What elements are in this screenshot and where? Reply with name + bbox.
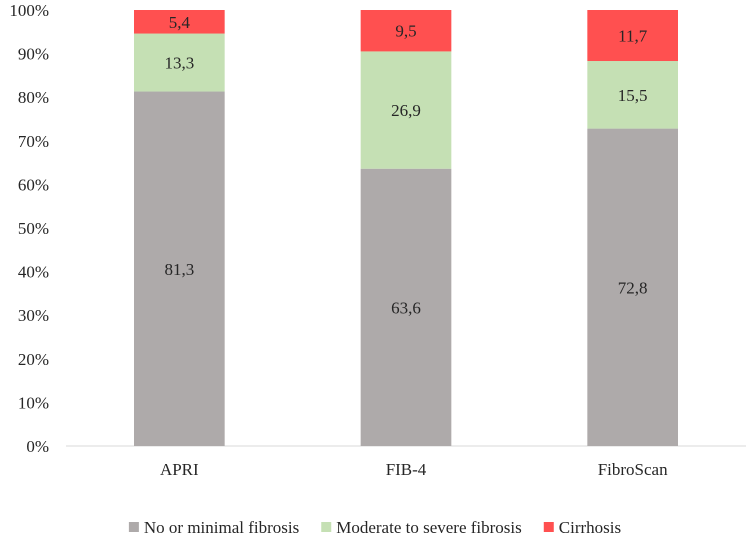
bar-fibroscan-no-or-minimal-fibrosis [587, 128, 678, 447]
legend-item-moderate-to-severe-fibrosis: Moderate to severe fibrosis [321, 518, 522, 537]
data-label-fib-4-no-or-minimal-fibrosis: 63,6 [391, 298, 421, 317]
bar-fibroscan-cirrhosis [587, 10, 678, 62]
bar-apri-moderate-to-severe-fibrosis [134, 33, 225, 92]
y-tick-label: 100% [9, 1, 49, 20]
legend-item-no-or-minimal-fibrosis: No or minimal fibrosis [128, 518, 299, 537]
y-tick-label: 0% [26, 437, 49, 456]
bar-fibroscan-moderate-to-severe-fibrosis [587, 61, 678, 129]
data-label-fibroscan-moderate-to-severe-fibrosis: 15,5 [618, 86, 648, 105]
legend-swatch [128, 522, 139, 532]
data-label-apri-cirrhosis: 5,4 [169, 13, 191, 32]
data-label-apri-no-or-minimal-fibrosis: 81,3 [164, 260, 194, 279]
legend-item-cirrhosis: Cirrhosis [543, 518, 621, 537]
legend-swatch [543, 522, 554, 532]
y-tick-label: 70% [18, 132, 49, 151]
legend: No or minimal fibrosis Moderate to severe… [128, 518, 621, 537]
bar-fib-4-no-or-minimal-fibrosis [360, 168, 452, 447]
legend-label: No or minimal fibrosis [144, 518, 299, 537]
bar-apri-cirrhosis [134, 10, 225, 34]
y-tick-label: 10% [18, 393, 49, 412]
data-label-apri-moderate-to-severe-fibrosis: 13,3 [164, 54, 194, 73]
bar-apri-no-or-minimal-fibrosis [134, 91, 225, 447]
bars [134, 10, 678, 447]
y-tick-label: 90% [18, 45, 49, 64]
y-tick-label: 60% [18, 175, 49, 194]
category-label-apri: APRI [160, 460, 199, 479]
y-axis-tick-labels: 0% 10% 20% 30% 40% 50% 60% 70% 80% 90% 100% [9, 1, 49, 456]
legend-swatch [321, 522, 332, 532]
data-labels: 81,3 13,3 5,4 63,6 26,9 9,5 72,8 15,5 11,7 [164, 13, 647, 318]
y-tick-label: 80% [18, 88, 49, 107]
bar-fib-4-moderate-to-severe-fibrosis [360, 51, 452, 169]
y-tick-label: 20% [18, 350, 49, 369]
data-label-fib-4-moderate-to-severe-fibrosis: 26,9 [391, 101, 421, 120]
legend-label: Moderate to severe fibrosis [336, 518, 522, 537]
data-label-fib-4-cirrhosis: 9,5 [395, 22, 416, 41]
category-label-fib-4: FIB-4 [386, 460, 427, 479]
bar-fib-4-cirrhosis [360, 10, 452, 52]
y-tick-label: 40% [18, 263, 49, 282]
y-tick-label: 50% [18, 219, 49, 238]
y-tick-label: 30% [18, 306, 49, 325]
data-label-fibroscan-cirrhosis: 11,7 [618, 27, 648, 46]
category-label-fibroscan: FibroScan [598, 460, 668, 479]
data-label-fibroscan-no-or-minimal-fibrosis: 72,8 [618, 278, 648, 297]
legend-label: Cirrhosis [559, 518, 621, 537]
category-labels: APRI FIB-4 FibroScan [160, 460, 668, 479]
